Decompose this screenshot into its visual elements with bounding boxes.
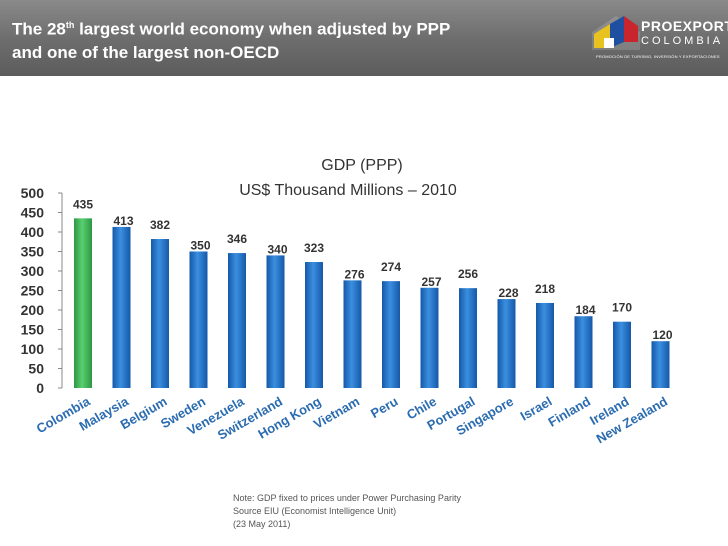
data-label: 382 — [150, 218, 170, 232]
bar — [228, 253, 246, 388]
bar — [151, 239, 169, 388]
y-tick-label: 400 — [21, 224, 45, 240]
bar — [613, 321, 631, 388]
bar — [305, 262, 323, 388]
bar — [497, 299, 516, 388]
data-label: 120 — [652, 328, 672, 342]
data-label: 346 — [227, 232, 247, 246]
bar — [382, 281, 400, 388]
y-tick-label: 150 — [21, 322, 45, 338]
bar — [266, 255, 285, 388]
y-tick-label: 450 — [21, 205, 45, 221]
title-part1: The 28 — [12, 19, 66, 39]
bar — [420, 287, 439, 388]
title-part2: largest world economy when adjusted by P… — [74, 19, 451, 39]
chart-subtitle: US$ Thousand Millions – 2010 — [239, 182, 457, 199]
chart-note: Note: GDP fixed to prices under Power Pu… — [233, 492, 461, 531]
bar — [343, 280, 362, 388]
logo-word2: COLOMBIA — [641, 35, 724, 47]
data-label: 323 — [304, 241, 324, 255]
y-tick-label: 500 — [21, 185, 45, 201]
bars-group — [74, 218, 670, 388]
gdp-bar-chart: GDP (PPP) US$ Thousand Millions – 2010 0… — [21, 157, 673, 446]
data-label: 218 — [535, 282, 555, 296]
page-title: The 28th largest world economy when adju… — [12, 14, 450, 64]
bar — [651, 341, 670, 388]
y-tick-label: 200 — [21, 302, 45, 318]
data-label: 228 — [498, 286, 518, 300]
category-label: Finland — [545, 394, 593, 430]
y-tick-label: 0 — [36, 380, 44, 396]
y-tick-label: 250 — [21, 283, 45, 299]
chart-title: GDP (PPP) — [321, 157, 403, 174]
y-tick-label: 350 — [21, 244, 45, 260]
bar — [574, 316, 593, 388]
title-line2: and one of the largest non-OECD — [12, 42, 280, 62]
data-label: 170 — [612, 301, 632, 315]
note-line1: Note: GDP fixed to prices under Power Pu… — [233, 493, 461, 503]
y-tick-label: 50 — [28, 361, 44, 377]
bar — [459, 288, 477, 388]
logo-tagline: PROMOCIÓN DE TURISMO, INVERSIÓN Y EXPORT… — [596, 54, 720, 59]
house-logo-icon — [592, 16, 640, 50]
data-label: 184 — [575, 303, 595, 317]
bar — [536, 302, 554, 388]
y-tick-label: 100 — [21, 341, 45, 357]
data-label: 257 — [421, 275, 441, 289]
bar — [189, 251, 208, 388]
data-label: 276 — [344, 267, 364, 281]
x-labels-group: ColombiaMalaysiaBelgiumSwedenVenezuelaSw… — [34, 393, 670, 446]
data-label: 413 — [113, 214, 133, 228]
bar — [74, 218, 92, 388]
y-axis: 0 50 100 150 200 250 300 350 400 450 500 — [21, 185, 63, 396]
title-superscript: th — [65, 20, 75, 30]
data-label: 274 — [381, 260, 401, 274]
logo-word1: PROEXPORT — [641, 18, 728, 34]
y-tick-label: 300 — [21, 263, 45, 279]
note-line3: (23 May 2011) — [233, 519, 291, 529]
note-line2: Source EIU (Economist Intelligence Unit) — [233, 506, 397, 516]
value-labels-group: 435 413 382 350 346 340 323 276 274 257 256 228 218 1… — [73, 197, 673, 342]
data-label: 256 — [458, 267, 478, 281]
category-label: Peru — [368, 394, 401, 421]
data-label: 340 — [267, 242, 287, 256]
bar — [112, 226, 131, 388]
data-label: 435 — [73, 197, 93, 211]
proexport-logo: PROEXPORT COLOMBIA PROMOCIÓN DE TURISMO,… — [586, 8, 728, 64]
data-label: 350 — [190, 239, 210, 253]
header-bar: The 28th largest world economy when adju… — [0, 0, 728, 76]
